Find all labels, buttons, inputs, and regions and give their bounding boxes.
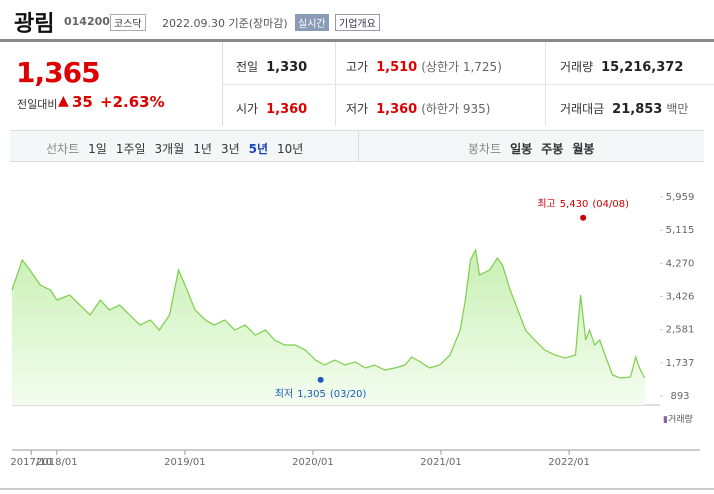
stock-code: 014200 (64, 15, 110, 28)
y-tick-label: 5,959 (666, 192, 695, 203)
cell: 전일 1,330 (236, 56, 307, 75)
date: 2022.09.30 기준(장마감) (162, 17, 288, 30)
cell: 시가 1,360 (236, 98, 307, 117)
y-tick-label: 1,737 (666, 358, 695, 369)
tab-label: 봉차트 (468, 142, 502, 156)
x-tick-label: 2018/01 (36, 457, 78, 468)
tab[interactable]: 일봉 (510, 142, 533, 156)
annotation-date: (04/08) (592, 199, 629, 210)
line-tabs: 선차트 1일 1주일 3개월 1년 3년 5년 10년 (46, 138, 312, 157)
annotation-value-label: 1,305 (297, 389, 326, 400)
volume-legend: ▮거래량 (663, 415, 693, 425)
cell-value: 21,853 (612, 102, 663, 117)
rule (0, 39, 714, 42)
x-tick-label: 2019/01 (164, 457, 206, 468)
tab-sep (358, 130, 359, 161)
y-tick-label: 3,426 (666, 292, 695, 303)
tab[interactable]: 주봉 (541, 142, 564, 156)
table-line (335, 42, 336, 126)
cell-label: 고가 (346, 60, 369, 74)
change-label: 전일대비 (17, 98, 58, 111)
tab-bar (10, 130, 704, 162)
cell-value: 15,216,372 (601, 60, 684, 75)
low-marker (317, 376, 324, 383)
candle-tabs: 봉차트 일봉 주봉 월봉 (468, 138, 603, 157)
low-annotation: 최저 1,305 (03/20) (275, 388, 367, 400)
table-line (222, 84, 714, 85)
annotation-label: 최저 (275, 388, 293, 400)
volume-label: 거래량 (667, 415, 693, 425)
y-tick-label: 893 (670, 391, 689, 402)
cell: 저가 1,360 (하한가 935) (346, 98, 490, 117)
overview[interactable]: 기업개요 (335, 14, 380, 31)
tab[interactable]: 5년 (248, 142, 269, 156)
tab[interactable]: 3년 (220, 142, 240, 156)
cell-note: (하한가 935) (421, 102, 491, 116)
tab[interactable]: 1주일 (115, 142, 146, 156)
area (12, 249, 645, 405)
cell: 거래대금 21,853 백만 (560, 98, 688, 117)
y-tick-label: 5,115 (666, 225, 695, 236)
change: 35 (72, 93, 93, 111)
cell-label: 저가 (346, 102, 369, 116)
cell-label: 거래대금 (560, 102, 605, 116)
cell-value: 1,510 (376, 60, 418, 75)
x-tick-label: 2021/01 (420, 457, 462, 468)
market-badge: 코스닥 (110, 14, 146, 31)
tab-label: 선차트 (46, 142, 80, 156)
high-annotation: 최고 5,430 (04/08) (537, 198, 629, 210)
annotation-value-label: 5,430 (560, 199, 589, 210)
high-marker (580, 214, 587, 221)
annotation-date: (03/20) (330, 389, 367, 400)
up-arrow: ▲ (58, 93, 69, 109)
cell-note: (상한가 1,725) (421, 60, 502, 74)
stock-name: 광림 (14, 12, 55, 37)
price: 1,365 (16, 56, 101, 89)
x-tick-label: 2022/01 (548, 457, 590, 468)
annotation-label: 최고 (537, 198, 555, 210)
tab[interactable]: 10년 (277, 142, 304, 156)
x-tick-label: 2020/01 (292, 457, 334, 468)
tab[interactable]: 1년 (193, 142, 212, 156)
cell: 거래량 15,216,372 (560, 56, 683, 75)
table-line (545, 42, 546, 126)
cell-label: 거래량 (560, 60, 594, 74)
cell-value: 1,330 (266, 60, 308, 75)
cell: 고가 1,510 (상한가 1,725) (346, 56, 502, 75)
tab[interactable]: 1일 (88, 142, 107, 156)
cell-label: 전일 (236, 60, 259, 74)
cell-label: 시가 (236, 102, 259, 116)
cell-value: 1,360 (266, 102, 308, 117)
rate: +2.63% (100, 93, 165, 111)
y-tick-label: 4,270 (666, 258, 695, 269)
x-tick-label: 2017/10 (10, 457, 52, 468)
cell-note: 백만 (666, 102, 689, 116)
cell-value: 1,360 (376, 102, 418, 117)
realtime[interactable]: 실시간 (295, 14, 329, 31)
y-tick-label: 2,581 (666, 325, 695, 336)
tab[interactable]: 월봉 (572, 142, 595, 156)
price-line (11, 248, 646, 379)
tab[interactable]: 3개월 (154, 142, 185, 156)
